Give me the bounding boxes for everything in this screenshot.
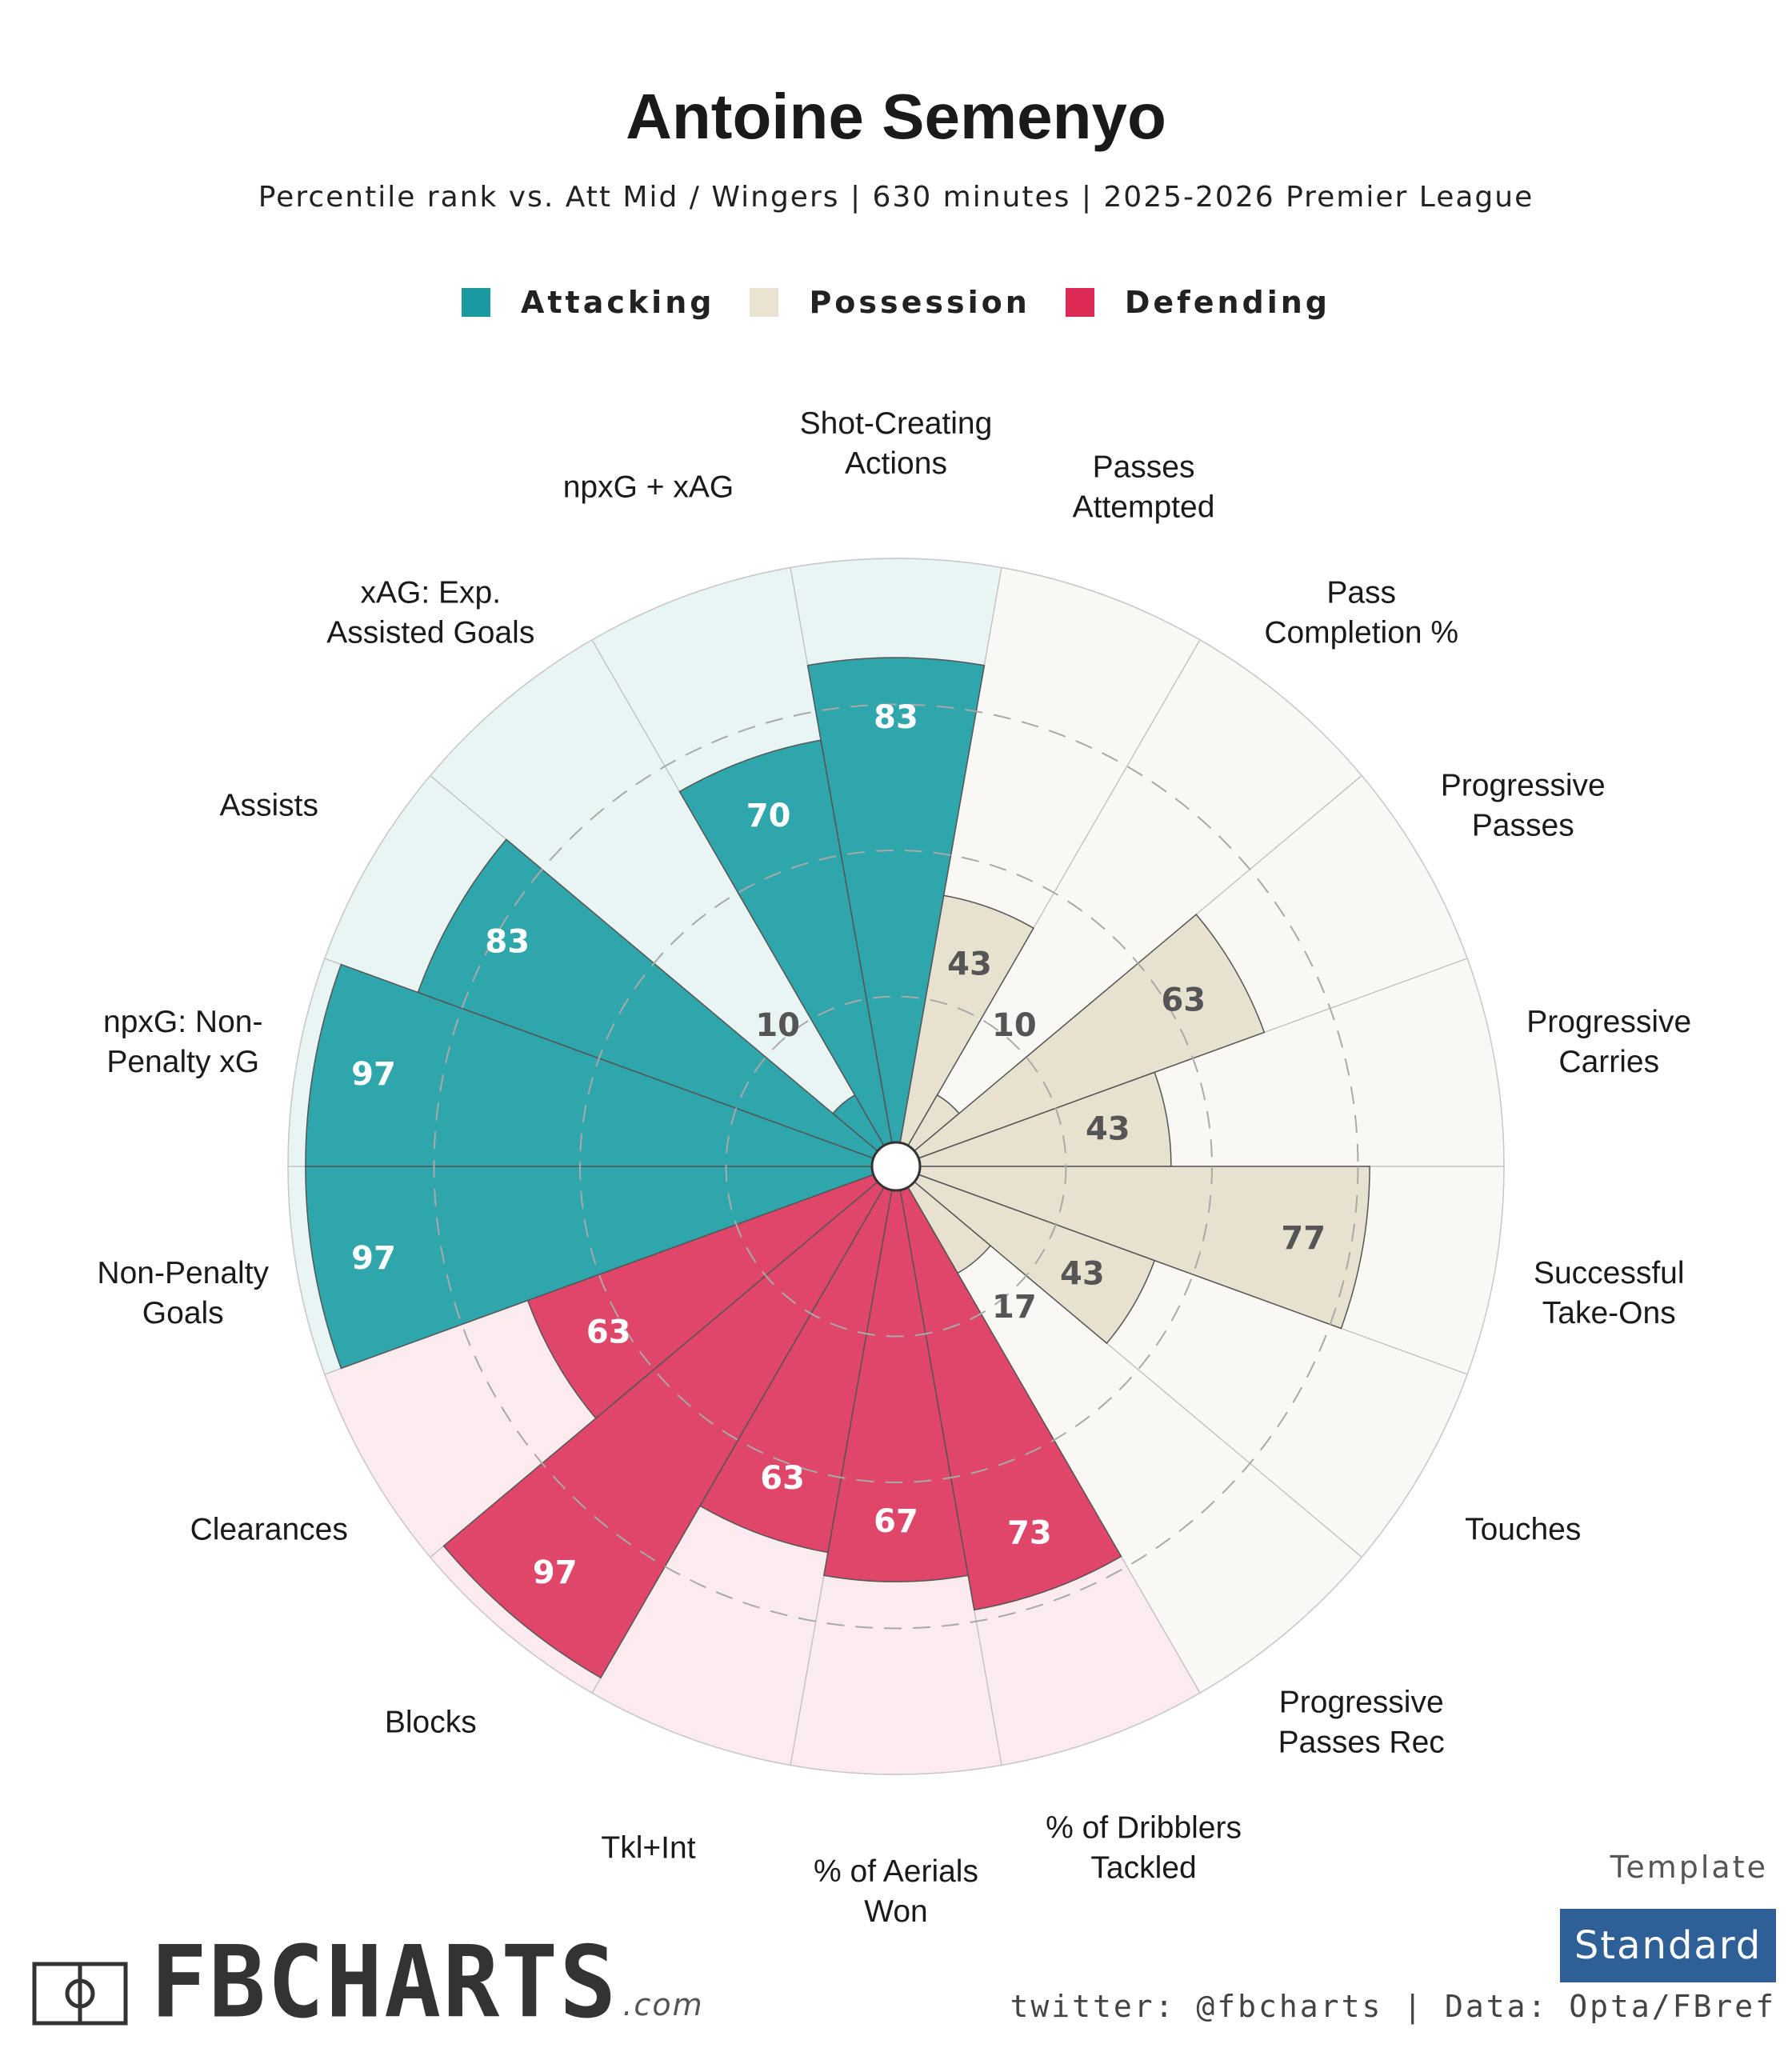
- category-label: npxG + xAG: [563, 470, 734, 505]
- value-label: 63: [1161, 982, 1206, 1019]
- value-label: 73: [1007, 1514, 1052, 1551]
- category-label: Touches: [1465, 1513, 1581, 1547]
- category-label-line: Touches: [1465, 1513, 1581, 1547]
- category-label: Progressive Carries: [1526, 1005, 1691, 1079]
- category-label-line: Clearances: [190, 1513, 348, 1547]
- value-label: 10: [992, 1007, 1037, 1044]
- category-label: Non-Penalty Goals: [97, 1256, 269, 1330]
- legend-swatch-defending: [1065, 288, 1094, 317]
- category-label-line: Won: [864, 1894, 928, 1929]
- chart-subtitle: Percentile rank vs. Att Mid / Wingers | …: [258, 181, 1534, 214]
- footer-credit: twitter: @fbcharts | Data: Opta/FBref: [1010, 1989, 1776, 2024]
- category-label-line: Take-Ons: [1542, 1296, 1676, 1330]
- pitch-icon: [32, 1962, 128, 2026]
- category-label-line: Progressive: [1279, 1685, 1444, 1719]
- category-label-line: Goals: [142, 1296, 224, 1330]
- template-label: Template: [1610, 1850, 1768, 1885]
- value-label: 43: [1060, 1255, 1105, 1292]
- category-label: npxG: Non- Penalty xG: [103, 1005, 262, 1079]
- category-label: Pass Completion %: [1264, 576, 1458, 650]
- category-label-line: Progressive: [1526, 1005, 1691, 1039]
- category-label-line: Completion %: [1264, 616, 1458, 650]
- gridline: [579, 850, 1213, 1483]
- category-label-line: Shot-Creating: [800, 406, 993, 441]
- value-label: 10: [755, 1007, 800, 1044]
- category-label-line: Blocks: [385, 1705, 477, 1739]
- value-label: 63: [760, 1460, 805, 1497]
- value-label: 97: [533, 1554, 578, 1591]
- category-label: % of Dribblers Tackled: [1046, 1810, 1242, 1885]
- value-label: 43: [1086, 1110, 1130, 1147]
- category-label-line: Passes: [1472, 809, 1574, 843]
- category-label: Passes Attempted: [1073, 450, 1215, 525]
- value-label: 70: [746, 798, 791, 834]
- category-label-line: Pass: [1326, 576, 1396, 610]
- category-label-line: Attempted: [1073, 490, 1215, 525]
- category-label-line: Successful: [1534, 1256, 1685, 1290]
- legend-label-defending: Defending: [1124, 285, 1330, 320]
- category-label: Assists: [219, 789, 318, 823]
- logo-suffix: .com: [622, 1987, 704, 2022]
- category-label-line: Assists: [219, 789, 318, 823]
- category-label-line: npxG: Non-: [103, 1005, 262, 1039]
- logo-text: FBCHARTS: [150, 1923, 618, 2040]
- legend: Attacking Possession Defending: [0, 285, 1792, 320]
- category-label-line: Assisted Goals: [326, 616, 534, 650]
- legend-item-attacking: Attacking: [461, 285, 715, 320]
- gridline: [433, 703, 1359, 1630]
- gridline: [725, 995, 1067, 1338]
- value-label: 63: [586, 1314, 631, 1350]
- category-label-line: Passes Rec: [1278, 1725, 1445, 1759]
- category-label-line: % of Dribblers: [1046, 1810, 1242, 1845]
- category-label-line: Progressive: [1441, 769, 1606, 803]
- category-label: Shot-Creating Actions: [800, 406, 993, 481]
- value-label: 43: [947, 946, 992, 982]
- category-label-line: % of Aerials: [814, 1854, 978, 1889]
- category-label: Successful Take-Ons: [1534, 1256, 1685, 1330]
- value-label: 83: [485, 924, 530, 961]
- category-label-line: Passes: [1093, 450, 1195, 485]
- legend-swatch-attacking: [461, 288, 490, 317]
- category-label: % of Aerials Won: [814, 1854, 978, 1929]
- value-label: 83: [874, 699, 918, 736]
- category-label: xAG: Exp. Assisted Goals: [326, 576, 534, 650]
- category-label-line: npxG + xAG: [563, 470, 734, 505]
- outer-ring: [287, 558, 1505, 1775]
- value-label: 17: [992, 1289, 1037, 1326]
- category-label-line: Carries: [1558, 1045, 1659, 1079]
- category-label-line: Actions: [845, 446, 947, 481]
- legend-label-possession: Possession: [809, 285, 1030, 320]
- legend-item-possession: Possession: [750, 285, 1030, 320]
- category-label-line: xAG: Exp.: [360, 576, 501, 610]
- category-label: Progressive Passes Rec: [1278, 1685, 1445, 1759]
- chart-title: Antoine Semenyo: [626, 81, 1166, 152]
- category-label: Progressive Passes: [1441, 769, 1606, 843]
- template-badge: Standard: [1560, 1909, 1776, 1982]
- value-label: 67: [874, 1503, 918, 1540]
- category-label: Clearances: [190, 1513, 348, 1547]
- category-label-line: Non-Penalty: [97, 1256, 269, 1290]
- category-label: Blocks: [385, 1705, 477, 1739]
- value-label: 77: [1281, 1220, 1326, 1257]
- legend-label-attacking: Attacking: [520, 285, 715, 320]
- value-label: 97: [351, 1056, 396, 1093]
- legend-swatch-possession: [750, 288, 779, 317]
- fbcharts-logo: FBCHARTS .com: [32, 1932, 704, 2031]
- value-label: 97: [351, 1240, 396, 1277]
- category-label-line: Tkl+Int: [601, 1830, 695, 1865]
- category-label-line: Tackled: [1090, 1850, 1196, 1885]
- legend-item-defending: Defending: [1065, 285, 1330, 320]
- category-label-line: Penalty xG: [106, 1045, 259, 1079]
- center-hole: [870, 1141, 922, 1192]
- category-label: Tkl+Int: [601, 1830, 695, 1865]
